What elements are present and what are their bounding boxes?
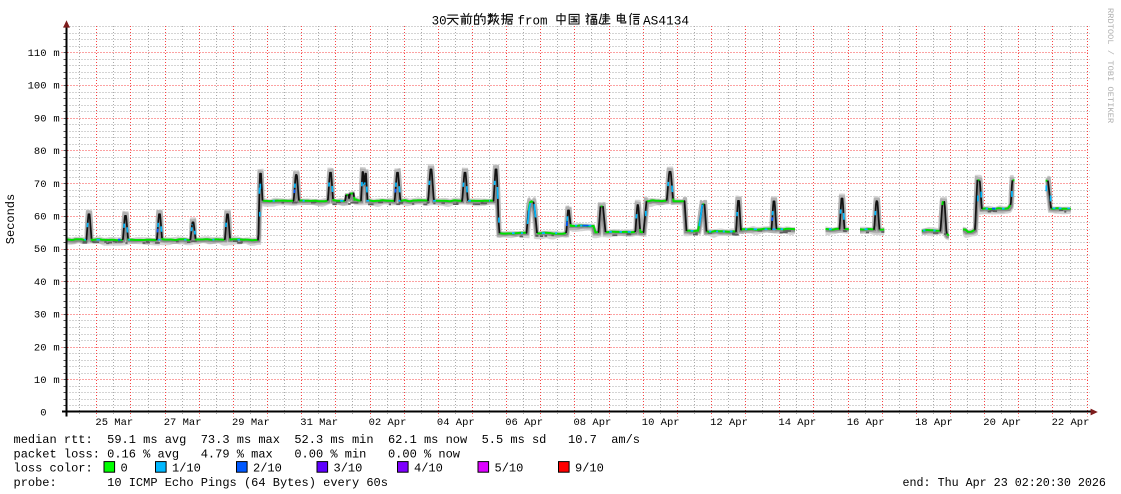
svg-text:m: m: [53, 310, 59, 322]
svg-text:m: m: [53, 146, 59, 158]
svg-text:06 Apr: 06 Apr: [505, 417, 543, 429]
svg-text:Seconds: Seconds: [4, 194, 18, 244]
svg-text:29 Mar: 29 Mar: [232, 417, 270, 429]
svg-text:40: 40: [34, 277, 47, 289]
svg-text:9/10: 9/10: [575, 462, 604, 476]
svg-text:end: Thu Apr 23 02:20:30 2026: end: Thu Apr 23 02:20:30 2026: [903, 476, 1106, 490]
svg-text:3/10: 3/10: [334, 462, 363, 476]
svg-text:probe: 10 ICMP Echo Ping: probe: 10 ICMP Echo Pings (64 Bytes) eve…: [14, 476, 388, 490]
svg-text:60: 60: [34, 212, 47, 224]
svg-text:m: m: [53, 48, 59, 60]
svg-text:14 Apr: 14 Apr: [778, 417, 816, 429]
svg-text:from: from: [518, 14, 548, 28]
svg-text:10: 10: [34, 375, 47, 387]
svg-text:27 Mar: 27 Mar: [164, 417, 202, 429]
svg-text:12 Apr: 12 Apr: [710, 417, 748, 429]
svg-text:median rtt: 59.1 ms avg 73.3: median rtt: 59.1 ms avg 73.3 ms max 52.3…: [14, 433, 641, 447]
svg-text:loss color:: loss color:: [14, 462, 93, 476]
svg-text:m: m: [53, 342, 59, 354]
svg-text:m: m: [53, 244, 59, 256]
svg-text:0: 0: [40, 408, 46, 420]
svg-text:m: m: [53, 212, 59, 224]
svg-text:25 Mar: 25 Mar: [95, 417, 133, 429]
svg-text:22 Apr: 22 Apr: [1052, 417, 1090, 429]
svg-text:RRDTOOL / TOBI OETIKER: RRDTOOL / TOBI OETIKER: [1105, 8, 1115, 123]
svg-text:18 Apr: 18 Apr: [915, 417, 953, 429]
svg-text:20 Apr: 20 Apr: [983, 417, 1021, 429]
svg-text:80: 80: [34, 146, 47, 158]
svg-text:AS4134: AS4134: [643, 13, 689, 28]
svg-text:20: 20: [34, 342, 47, 354]
svg-text:0: 0: [121, 462, 128, 476]
svg-text:m: m: [53, 375, 59, 387]
svg-text:16 Apr: 16 Apr: [847, 417, 885, 429]
svg-text:04 Apr: 04 Apr: [437, 417, 475, 429]
svg-text:4/10: 4/10: [414, 462, 443, 476]
svg-text:31 Mar: 31 Mar: [300, 417, 338, 429]
svg-text:m: m: [53, 179, 59, 191]
svg-text:90: 90: [34, 113, 47, 125]
svg-text:30: 30: [432, 14, 447, 28]
svg-text:m: m: [53, 113, 59, 125]
svg-text:110: 110: [28, 48, 47, 60]
svg-text:10 Apr: 10 Apr: [642, 417, 680, 429]
svg-text:2/10: 2/10: [253, 462, 282, 476]
svg-text:packet loss: 0.16 % avg 4.79: packet loss: 0.16 % avg 4.79 % max 0.00 …: [14, 447, 461, 461]
svg-text:02 Apr: 02 Apr: [369, 417, 407, 429]
svg-text:100: 100: [28, 81, 47, 93]
svg-text:70: 70: [34, 179, 47, 191]
svg-text:5/10: 5/10: [495, 462, 524, 476]
svg-text:m: m: [53, 277, 59, 289]
svg-text:30: 30: [34, 310, 47, 322]
svg-text:08 Apr: 08 Apr: [573, 417, 611, 429]
svg-text:50: 50: [34, 244, 47, 256]
svg-text:m: m: [53, 81, 59, 93]
svg-text:1/10: 1/10: [172, 462, 201, 476]
